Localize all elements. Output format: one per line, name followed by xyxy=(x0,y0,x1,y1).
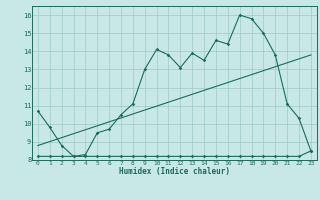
X-axis label: Humidex (Indice chaleur): Humidex (Indice chaleur) xyxy=(119,167,230,176)
